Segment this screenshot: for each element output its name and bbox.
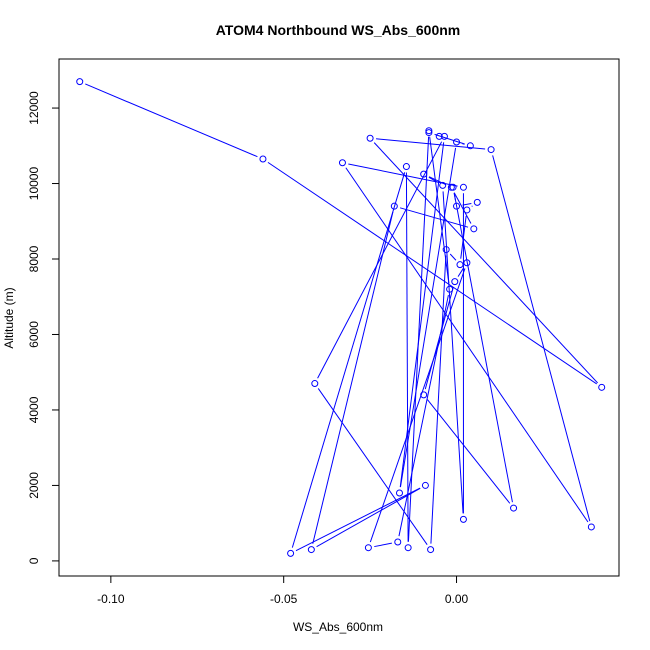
y-tick-label: 10000 xyxy=(27,167,41,201)
y-tick-label: 8000 xyxy=(27,245,41,272)
series-segment xyxy=(345,167,589,523)
data-point xyxy=(587,523,595,531)
data-point xyxy=(459,515,467,523)
series-segment xyxy=(442,191,464,514)
data-point xyxy=(453,202,461,210)
data-point xyxy=(427,546,435,554)
data-point xyxy=(442,246,450,254)
series-segment xyxy=(291,172,406,548)
series-segment xyxy=(424,287,454,390)
y-axis-label: Altitude (m) xyxy=(2,287,16,348)
data-point xyxy=(364,544,372,552)
series-segment xyxy=(453,193,513,503)
series-segment xyxy=(312,211,394,544)
y-axis: 0 2000 4000 6000 8000 10000 12000 xyxy=(27,91,60,564)
y-tick-label: 6000 xyxy=(27,321,41,348)
series-segment xyxy=(428,176,438,183)
series-segment xyxy=(492,155,591,522)
series-segment xyxy=(428,176,447,186)
series-segment xyxy=(348,163,458,187)
y-tick-label: 2000 xyxy=(27,472,41,499)
data-point xyxy=(446,285,454,293)
data-point xyxy=(421,481,429,489)
series-segment xyxy=(457,267,465,277)
series-segment xyxy=(373,142,598,384)
data-point xyxy=(420,170,428,178)
plot-frame xyxy=(58,58,620,577)
data-point xyxy=(463,259,471,267)
series-segment xyxy=(453,192,472,224)
series-segment xyxy=(453,193,456,201)
data-point xyxy=(470,225,478,233)
series-segment xyxy=(399,142,445,488)
series-segment xyxy=(449,253,457,261)
data-point xyxy=(487,146,495,154)
data-point xyxy=(456,261,464,269)
data-point xyxy=(404,544,412,552)
data-point xyxy=(311,380,319,388)
series-segment xyxy=(462,202,472,206)
series-segment xyxy=(317,388,428,545)
series-segment xyxy=(295,487,421,552)
series-points xyxy=(76,78,606,557)
x-axis: -0.10 -0.05 0.00 xyxy=(97,575,469,606)
data-point xyxy=(395,489,403,497)
data-point xyxy=(420,391,428,399)
data-point xyxy=(510,504,518,512)
series-segment xyxy=(405,172,409,542)
data-point xyxy=(338,159,346,167)
chart-title: ATOM4 Northbound WS_Abs_600nm xyxy=(216,22,461,38)
series-segment xyxy=(427,399,511,504)
data-point xyxy=(259,155,267,163)
x-tick-label: 0.00 xyxy=(445,592,469,606)
data-point xyxy=(435,132,443,140)
series-segment xyxy=(399,147,457,488)
data-point xyxy=(473,198,481,206)
data-point xyxy=(425,129,433,137)
data-point xyxy=(307,546,315,554)
series-segment xyxy=(85,83,258,158)
data-point xyxy=(402,163,410,171)
data-point xyxy=(287,549,295,557)
x-tick-label: -0.05 xyxy=(270,592,298,606)
data-point xyxy=(463,206,471,214)
series-segment xyxy=(317,141,443,379)
y-tick-label: 12000 xyxy=(27,91,41,125)
series-segment xyxy=(374,542,392,548)
series-segment xyxy=(460,215,467,259)
data-point xyxy=(453,138,461,146)
data-point xyxy=(459,183,467,191)
series-segment xyxy=(267,161,598,385)
data-point xyxy=(466,142,474,150)
y-tick-label: 4000 xyxy=(27,396,41,423)
y-tick-label: 0 xyxy=(27,557,41,564)
data-point xyxy=(76,78,84,86)
data-point xyxy=(440,132,448,140)
series-lines xyxy=(85,83,598,552)
x-tick-label: -0.10 xyxy=(97,592,125,606)
data-point xyxy=(598,383,606,391)
data-point xyxy=(449,183,457,191)
data-point xyxy=(394,538,402,546)
data-point xyxy=(366,134,374,142)
data-point xyxy=(451,278,459,286)
data-point xyxy=(439,181,447,189)
x-axis-label: WS_Abs_600nm xyxy=(293,620,383,634)
series-segment xyxy=(316,487,421,548)
data-point xyxy=(425,127,433,135)
series-segment xyxy=(430,255,447,544)
series-segment xyxy=(369,268,466,543)
data-point xyxy=(390,202,398,210)
